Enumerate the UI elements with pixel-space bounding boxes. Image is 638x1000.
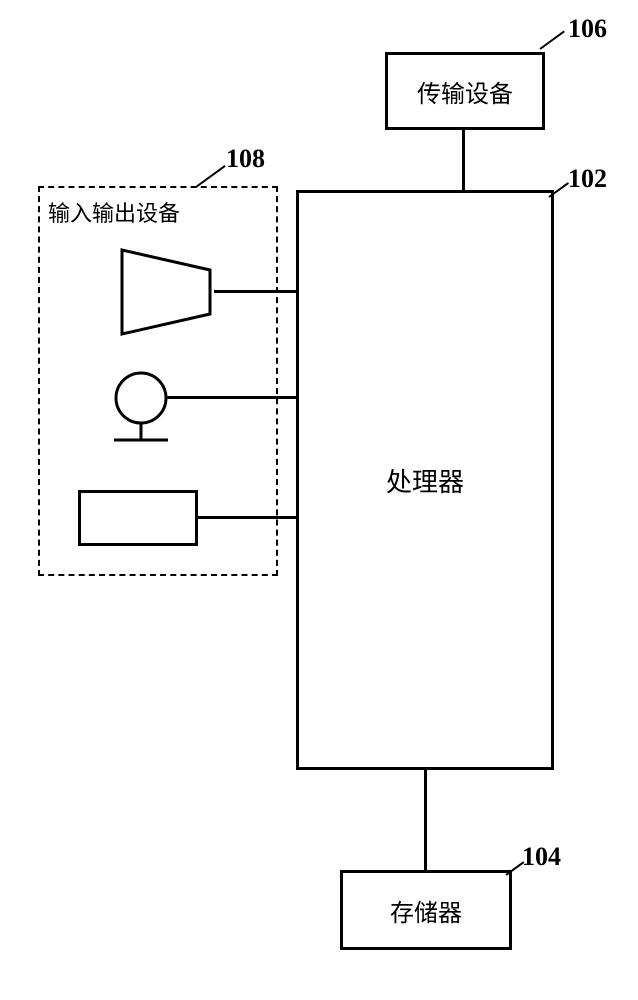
leader-108 (195, 165, 225, 188)
ref-102: 102 (568, 164, 607, 194)
diagram-canvas: 传输设备 106 处理器 102 存储器 104 输入输出设备 108 (0, 0, 638, 1000)
processor-label: 处理器 (386, 462, 464, 499)
connector-processor-memory (424, 770, 427, 870)
transmission-label: 传输设备 (417, 74, 513, 109)
processor-block: 处理器 (296, 190, 554, 770)
transmission-block: 传输设备 (385, 52, 545, 130)
io-label: 输入输出设备 (48, 196, 180, 228)
connector-generic-processor (198, 516, 296, 519)
generic-device-icon (78, 490, 198, 546)
connector-mic-processor-a (167, 396, 296, 399)
leader-106 (539, 31, 564, 50)
ref-104: 104 (522, 842, 561, 872)
speaker-icon (116, 244, 218, 340)
microphone-icon (106, 370, 176, 448)
memory-block: 存储器 (340, 870, 512, 950)
connector-transmission-processor (462, 130, 465, 190)
connector-speaker-processor (214, 290, 296, 293)
ref-108: 108 (226, 144, 265, 174)
ref-106: 106 (568, 14, 607, 44)
memory-label: 存储器 (390, 893, 462, 928)
